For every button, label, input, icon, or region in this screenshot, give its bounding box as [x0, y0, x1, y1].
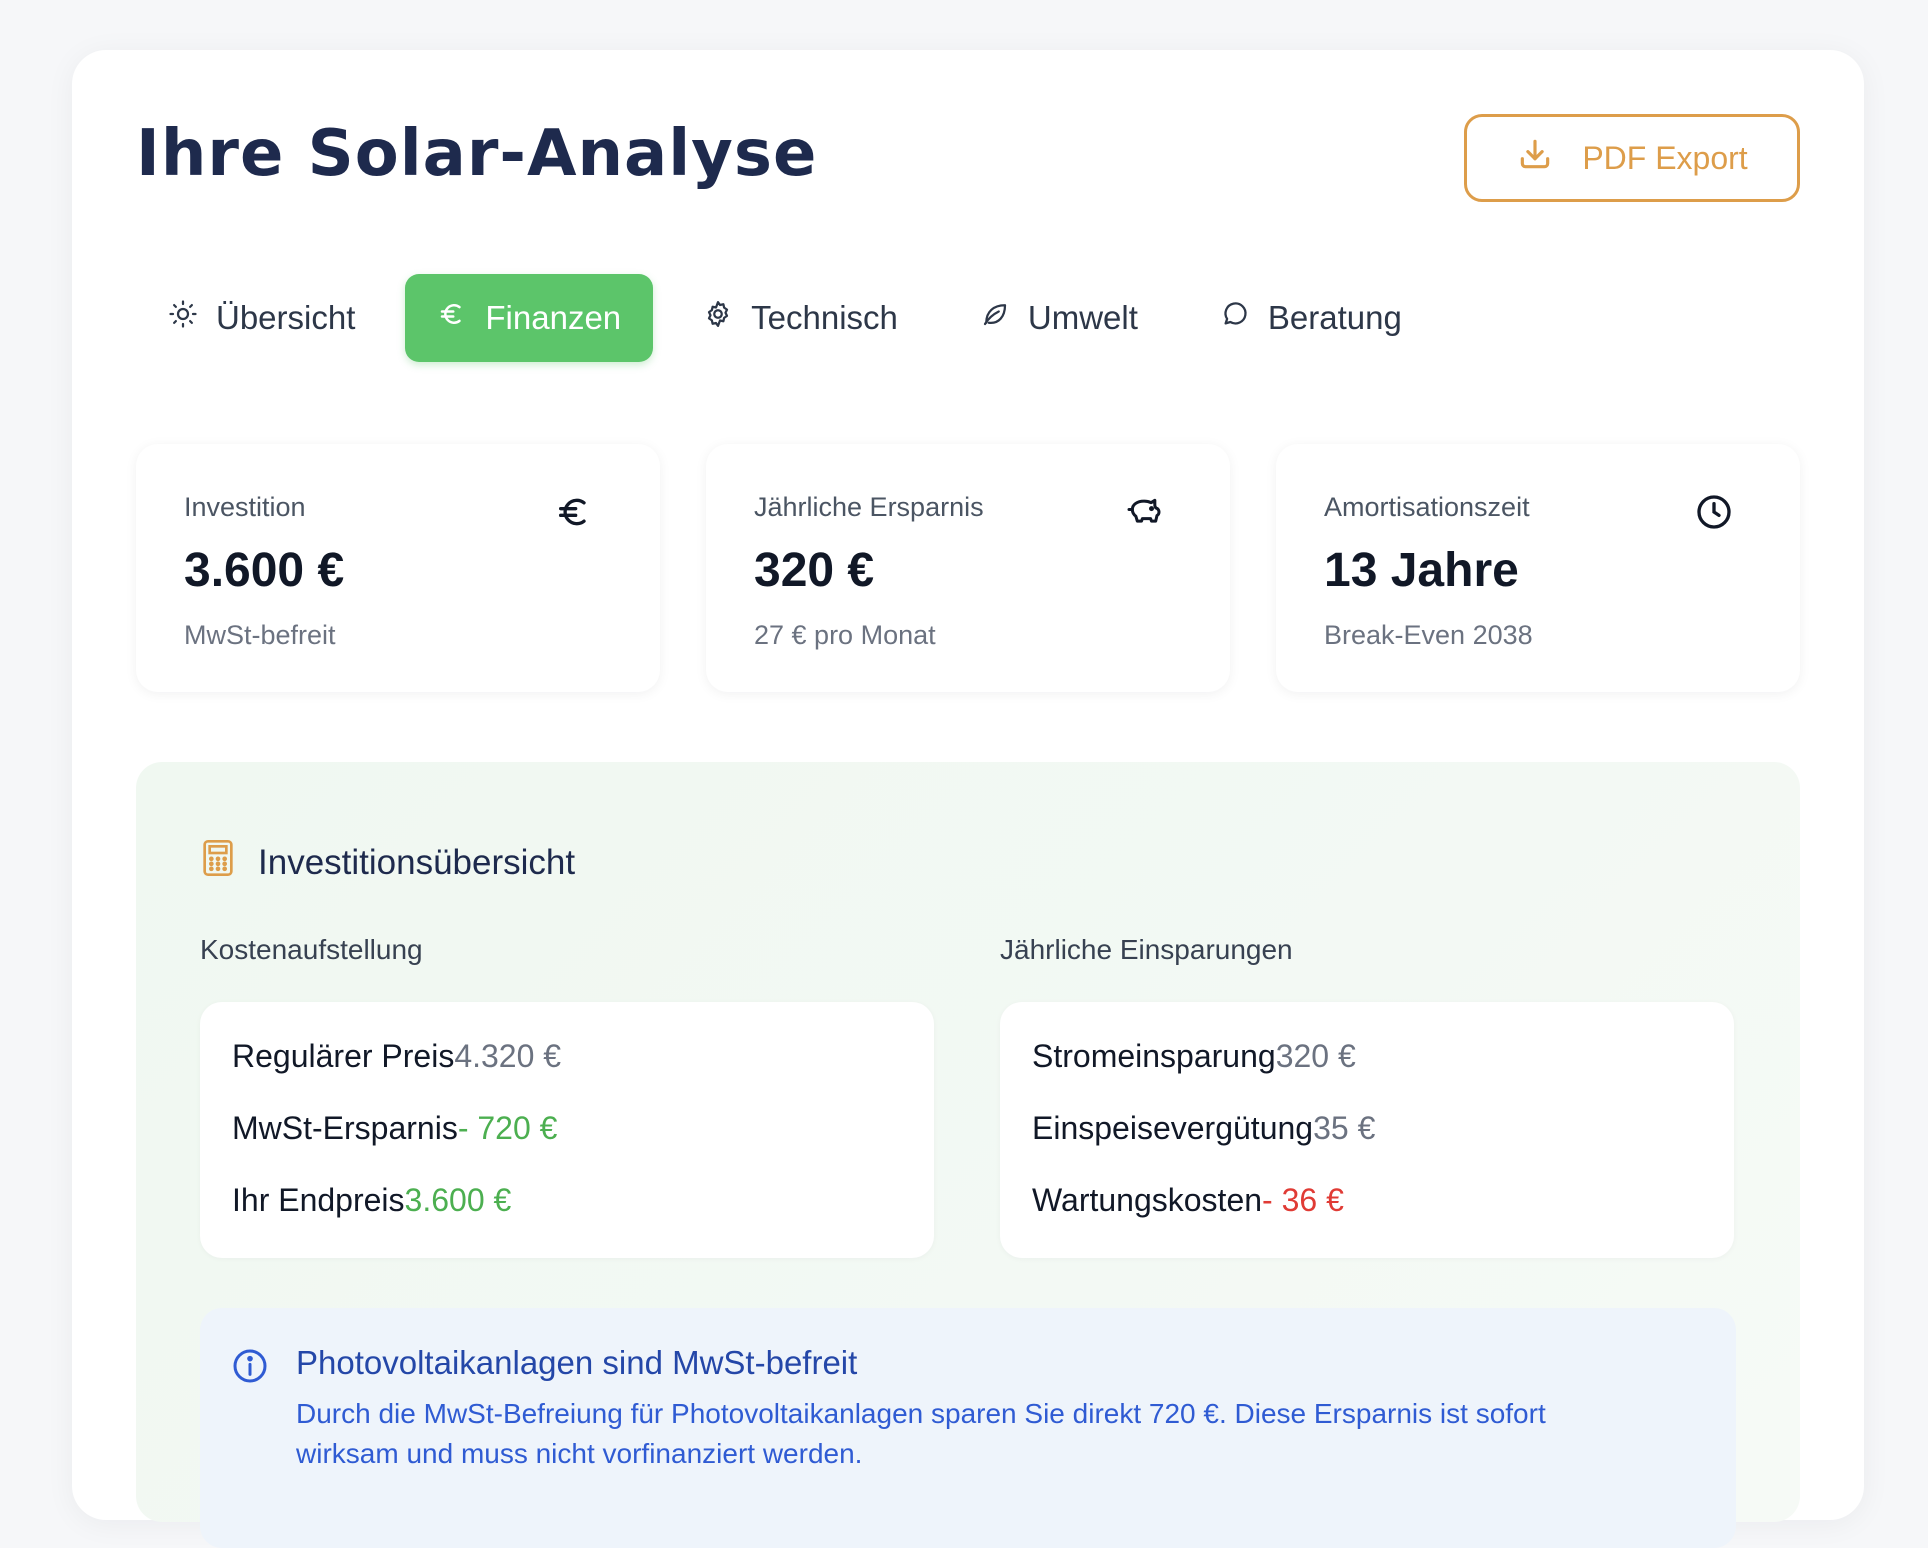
- row-amount: 35 €: [1313, 1110, 1376, 1146]
- calculator-icon: [200, 838, 236, 887]
- row-amount: 3.600 €: [404, 1182, 512, 1218]
- download-icon: [1516, 135, 1554, 181]
- row-label: Stromeinsparung: [1032, 1038, 1276, 1074]
- row-amount: 4.320 €: [454, 1038, 562, 1074]
- stat-label: Amortisationszeit: [1324, 492, 1530, 522]
- stat-label: Jährliche Ersparnis: [754, 492, 984, 522]
- row-label: Einspeisevergütung: [1032, 1110, 1314, 1146]
- costs-box: Regulärer Preis4.320 € MwSt-Ersparnis- 7…: [200, 1002, 934, 1258]
- pdf-export-label: PDF Export: [1582, 139, 1748, 176]
- savings-row-feed-in: Einspeisevergütung35 €: [1032, 1108, 1702, 1180]
- euro-icon: [437, 299, 467, 337]
- tab-finanzen[interactable]: Finanzen: [405, 274, 654, 362]
- panel-title-text: Investitionsübersicht: [258, 842, 576, 882]
- gear-icon: [703, 299, 733, 337]
- sun-icon: [168, 299, 198, 337]
- clock-icon: [1694, 492, 1734, 532]
- cost-row-regular: Regulärer Preis4.320 €: [232, 1036, 902, 1108]
- stat-value: 320 €: [754, 544, 875, 597]
- leaf-icon: [980, 299, 1010, 337]
- row-amount: - 720 €: [457, 1110, 558, 1146]
- stat-subtext: MwSt-befreit: [184, 620, 336, 650]
- tab-umwelt[interactable]: Umwelt: [948, 274, 1170, 362]
- row-label: MwSt-Ersparnis: [232, 1110, 458, 1146]
- info-title: Photovoltaikanlagen sind MwSt-befreit: [296, 1344, 858, 1381]
- stat-subtext: 27 € pro Monat: [754, 620, 936, 650]
- row-label: Regulärer Preis: [232, 1038, 455, 1074]
- investment-overview-panel: Investitionsübersicht Kostenaufstellung …: [136, 762, 1800, 1548]
- cost-row-final-price: Ihr Endpreis3.600 €: [232, 1180, 902, 1252]
- row-label: Ihr Endpreis: [232, 1182, 405, 1218]
- stat-value: 13 Jahre: [1324, 544, 1519, 597]
- cost-row-vat-savings: MwSt-Ersparnis- 720 €: [232, 1108, 902, 1180]
- pdf-export-button[interactable]: PDF Export: [1464, 114, 1800, 202]
- stat-subtext: Break-Even 2038: [1324, 620, 1533, 650]
- vat-info-box: Photovoltaikanlagen sind MwSt-befreit Du…: [200, 1308, 1736, 1548]
- page-title: Ihre Solar-Analyse: [136, 117, 818, 191]
- piggy-bank-icon: [1124, 492, 1164, 532]
- tab-technisch[interactable]: Technisch: [671, 274, 930, 362]
- stat-value: 3.600 €: [184, 544, 345, 597]
- info-text: Durch die MwSt-Befreiung für Photovoltai…: [296, 1398, 1546, 1469]
- tab-label: Beratung: [1267, 299, 1402, 336]
- stat-card-ersparnis: Jährliche Ersparnis 320 € 27 € pro Monat: [706, 444, 1230, 692]
- savings-row-maintenance: Wartungskosten- 36 €: [1032, 1180, 1702, 1252]
- tab-label: Übersicht: [216, 299, 356, 336]
- tab-uebersicht[interactable]: Übersicht: [136, 274, 387, 362]
- row-label: Wartungskosten: [1032, 1182, 1263, 1218]
- panel-title: Investitionsübersicht: [200, 838, 575, 887]
- tab-beratung[interactable]: Beratung: [1188, 274, 1434, 362]
- stat-card-amortisation: Amortisationszeit 13 Jahre Break-Even 20…: [1276, 444, 1800, 692]
- row-amount: - 36 €: [1262, 1182, 1344, 1218]
- stat-label: Investition: [184, 492, 306, 522]
- savings-heading: Jährliche Einsparungen: [1000, 934, 1293, 965]
- tab-label: Finanzen: [485, 299, 622, 336]
- costs-heading: Kostenaufstellung: [200, 934, 423, 965]
- analysis-card: Ihre Solar-Analyse PDF Export Übersicht: [72, 50, 1864, 1548]
- tab-bar: Übersicht Finanzen Technisch: [136, 274, 1434, 362]
- euro-icon: [554, 492, 594, 532]
- info-icon: [230, 1346, 270, 1391]
- savings-box: Stromeinsparung320 € Einspeisevergütung3…: [1000, 1002, 1734, 1258]
- tab-label: Umwelt: [1027, 299, 1138, 336]
- chat-icon: [1220, 299, 1250, 337]
- tab-label: Technisch: [751, 299, 898, 336]
- savings-row-electricity: Stromeinsparung320 €: [1032, 1036, 1702, 1108]
- row-amount: 320 €: [1275, 1038, 1356, 1074]
- stat-card-investition: Investition 3.600 € MwSt-befreit: [136, 444, 660, 692]
